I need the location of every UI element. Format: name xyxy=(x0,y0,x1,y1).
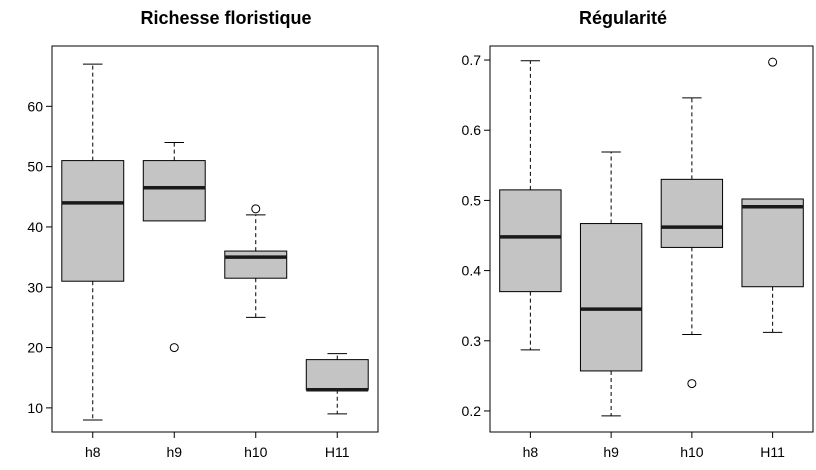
y-tick-label-richesse: 60 xyxy=(27,98,43,114)
iqr-box xyxy=(499,189,562,293)
outlier-point xyxy=(768,57,778,67)
panel-richesse: Richesse floristique 10 20 30 40 50 60 h8 h9 h10… xyxy=(27,8,379,460)
box-group-richesse-h9 xyxy=(142,142,206,353)
box-group-richesse-h10 xyxy=(224,204,288,318)
outlier-point xyxy=(251,204,261,214)
panel-regularite: Régularité 0.2 0.3 0.4 0.5 0.6 0.7 h8 h9 h10 H11 xyxy=(462,8,814,460)
x-tick-label-richesse: h8 xyxy=(85,444,101,460)
box-group-richesse-h8 xyxy=(61,63,125,421)
x-tick-label-regularite: H11 xyxy=(760,444,785,460)
chart-title-regularite: Régularité xyxy=(579,8,667,28)
x-tick-label-richesse: H11 xyxy=(325,444,350,460)
x-tick-label-regularite: h9 xyxy=(603,444,619,460)
iqr-box xyxy=(579,223,643,372)
y-tick-label-regularite: 0.6 xyxy=(462,122,482,138)
chart-title-richesse: Richesse floristique xyxy=(140,8,311,28)
x-tick-label-regularite: h10 xyxy=(680,444,704,460)
box-group-regularite-h8 xyxy=(499,60,562,351)
y-tick-label-regularite: 0.5 xyxy=(462,192,482,208)
iqr-box xyxy=(741,198,804,288)
iqr-box xyxy=(224,250,288,279)
x-tick-label-regularite: h8 xyxy=(523,444,539,460)
y-tick-label-regularite: 0.3 xyxy=(462,333,482,349)
box-group-richesse-h11 xyxy=(305,353,369,415)
iqr-box xyxy=(142,160,206,222)
iqr-box xyxy=(61,160,125,282)
y-tick-label-richesse: 50 xyxy=(27,159,43,175)
y-tick-label-regularite: 0.4 xyxy=(462,263,482,279)
y-tick-label-richesse: 40 xyxy=(27,219,43,235)
y-tick-label-richesse: 10 xyxy=(27,400,43,416)
box-group-regularite-h11 xyxy=(741,57,804,333)
box-group-regularite-h9 xyxy=(579,151,643,417)
iqr-box xyxy=(660,178,724,248)
outlier-point xyxy=(687,379,697,389)
outlier-point xyxy=(169,343,179,353)
y-tick-label-richesse: 20 xyxy=(27,340,43,356)
iqr-box xyxy=(305,359,369,391)
x-tick-label-richesse: h10 xyxy=(244,444,268,460)
box-group-regularite-h10 xyxy=(660,97,724,389)
y-tick-label-regularite: 0.7 xyxy=(462,52,482,68)
x-tick-label-richesse: h9 xyxy=(166,444,182,460)
plot-frame-richesse xyxy=(51,45,379,433)
y-tick-label-regularite: 0.2 xyxy=(462,403,482,419)
plot-frame-regularite xyxy=(489,45,814,433)
y-tick-label-richesse: 30 xyxy=(27,279,43,295)
